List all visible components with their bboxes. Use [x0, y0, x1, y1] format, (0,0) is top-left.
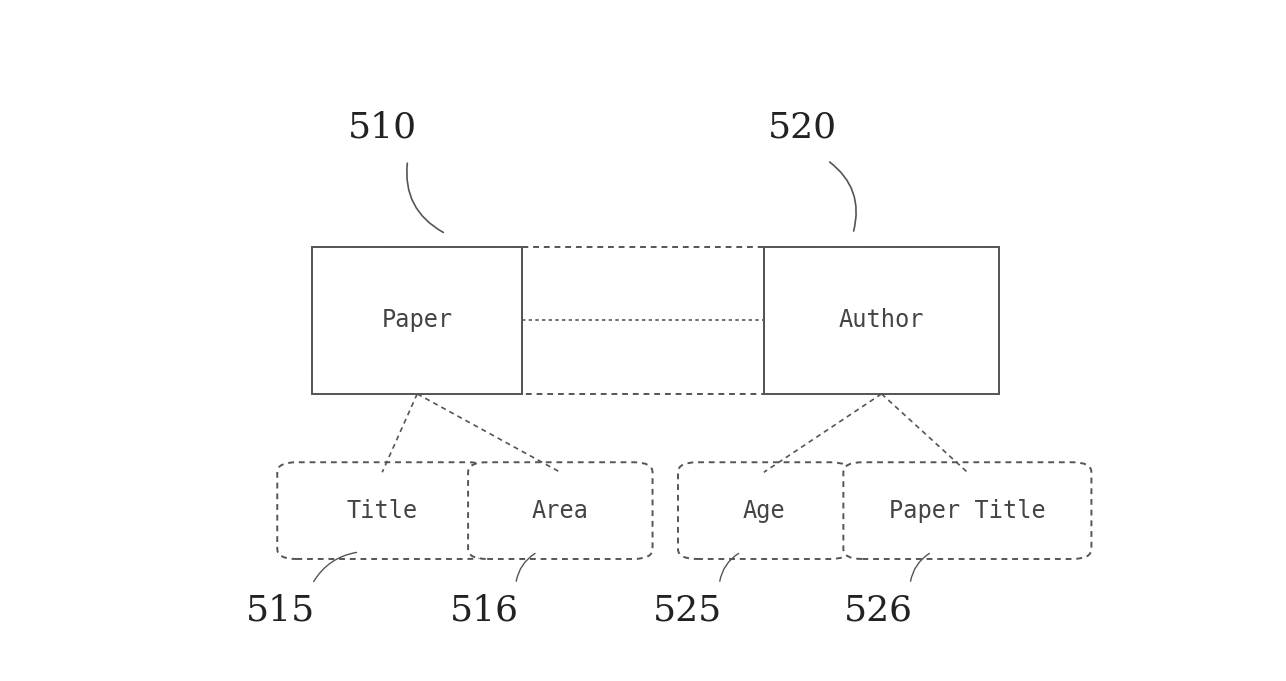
FancyBboxPatch shape	[278, 462, 487, 559]
Text: Author: Author	[838, 308, 925, 332]
Text: Area: Area	[532, 498, 589, 522]
FancyBboxPatch shape	[678, 462, 850, 559]
Text: 515: 515	[246, 594, 315, 628]
Text: 510: 510	[347, 110, 417, 144]
Text: 516: 516	[450, 594, 518, 628]
FancyBboxPatch shape	[312, 247, 522, 394]
Text: Paper Title: Paper Title	[889, 498, 1046, 522]
FancyBboxPatch shape	[312, 247, 999, 394]
Text: Paper: Paper	[382, 308, 453, 332]
Text: 525: 525	[653, 594, 723, 628]
Text: Age: Age	[742, 498, 786, 522]
FancyBboxPatch shape	[844, 462, 1092, 559]
FancyBboxPatch shape	[468, 462, 652, 559]
Text: 526: 526	[844, 594, 913, 628]
Text: Title: Title	[347, 498, 418, 522]
Text: 520: 520	[768, 110, 837, 144]
FancyBboxPatch shape	[764, 247, 999, 394]
